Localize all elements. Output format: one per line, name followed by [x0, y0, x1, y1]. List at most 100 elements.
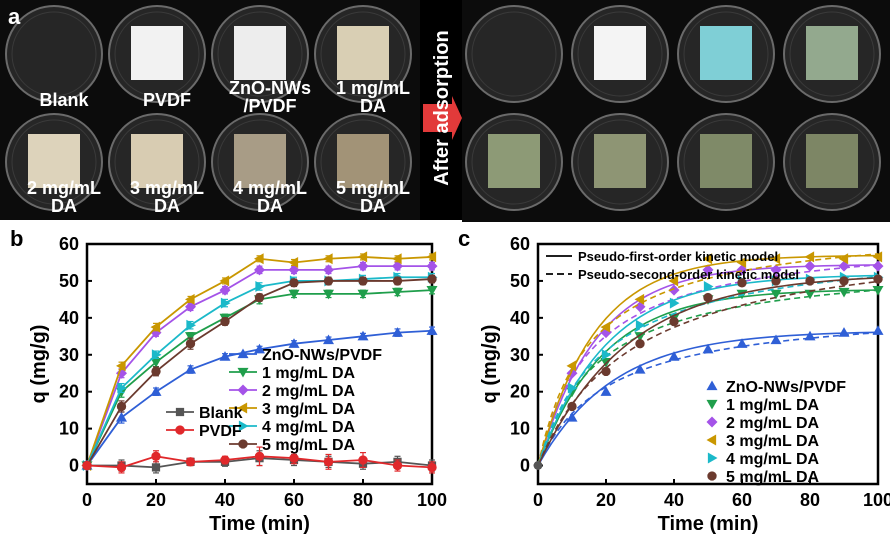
- chart-c-point: [668, 275, 679, 287]
- chart-b-legend-label: 3 mg/mL DA: [262, 401, 356, 418]
- chart-c-y-tick-label: 10: [510, 419, 530, 439]
- after-adsorption-label: After adsorption: [431, 30, 453, 186]
- chart-b-legend-marker: [237, 367, 249, 378]
- chart-c-point: [668, 351, 680, 361]
- chart-b-point: [289, 453, 299, 463]
- chart-c-point: [838, 287, 850, 298]
- chart-c-legend-marker: [706, 399, 718, 410]
- chart-c-point: [872, 260, 884, 272]
- chart-c: 0 20 40 60 80 100 0 10 20 30 40 50 60 Time (min) q (mg…: [458, 226, 890, 535]
- chart-b-legend-marker: [237, 384, 249, 396]
- before-sample-3-dish-rim: [217, 11, 303, 97]
- chart-c-x-tick-label: 0: [533, 490, 543, 510]
- before-sample-1-dish-rim: [11, 11, 97, 97]
- before-sample-4-membrane: [337, 26, 389, 80]
- chart-c-pfo-fit-line: [537, 264, 879, 466]
- chart-b-point: [219, 351, 231, 361]
- chart-b-point: [426, 325, 438, 335]
- chart-c-legend-label: 5 mg/mL DA: [726, 469, 820, 486]
- chart-b-point: [219, 284, 231, 296]
- chart-c-x-tick-label: 80: [800, 490, 820, 510]
- chart-b-point: [426, 286, 438, 296]
- sample-label-3: ZnO-NWs/PVDF: [229, 78, 311, 116]
- chart-c-x-tick-label: 20: [596, 490, 616, 510]
- chart-c-y-tick-label: 20: [510, 382, 530, 402]
- chart-b-point: [392, 253, 402, 265]
- chart-c-point: [702, 264, 714, 276]
- after-sample-2-dish-rim: [577, 11, 663, 97]
- chart-c-point: [736, 256, 747, 268]
- after-sample-1-dish: [465, 5, 563, 103]
- chart-c-point: [703, 292, 713, 303]
- chart-b-point: [185, 364, 196, 374]
- after-sample-8-dish-rim: [789, 119, 875, 205]
- chart-b-y-axis-label: q (mg/g): [28, 325, 50, 404]
- chart-b-point: [357, 330, 369, 341]
- chart-c-point: [566, 412, 578, 422]
- chart-b-legend-label: PVDF: [199, 423, 242, 440]
- chart-b-point: [219, 275, 230, 287]
- before-sample-2-membrane: [131, 26, 183, 80]
- chart-c-point: [872, 325, 884, 335]
- after-sample-3-membrane: [700, 26, 752, 80]
- chart-c-point: [566, 360, 577, 372]
- chart-c-point: [872, 251, 883, 263]
- sample-label-6: 3 mg/mL DA: [130, 178, 204, 216]
- chart-c-pfo-fit-line: [537, 277, 879, 466]
- chart-c-point: [702, 343, 714, 354]
- chart-b-series-line: [86, 289, 433, 466]
- before-sample-8-dish-rim: [320, 119, 406, 205]
- chart-b-point: [323, 334, 334, 345]
- before-sample-6-dish-rim: [114, 119, 200, 205]
- chart-b-point: [426, 251, 437, 263]
- chart-b-point: [151, 349, 162, 361]
- chart-c-point: [635, 339, 645, 349]
- chart-b-x-tick-label: 80: [353, 490, 373, 510]
- chart-c-series-1: [533, 325, 884, 470]
- after-sample-4-membrane: [806, 26, 858, 80]
- chart-c-y-tick-label: 60: [510, 234, 530, 254]
- chart-b-point: [358, 455, 368, 465]
- chart-c-point: [873, 274, 883, 284]
- chart-b-x-tick-label: 40: [215, 490, 235, 510]
- chart-c-line-legend-anchor: [540, 246, 544, 250]
- chart-b-point: [427, 274, 437, 284]
- chart-c-point: [838, 260, 850, 272]
- before-sample-3-membrane: [234, 26, 286, 80]
- sample-label-7: 4 mg/mL DA: [233, 178, 307, 216]
- chart-b-x-tick-label: 0: [82, 490, 92, 510]
- before-sample-6-membrane: [131, 134, 183, 188]
- chart-c-y-axis-label: q (mg/g): [479, 325, 501, 404]
- chart-b-point: [427, 462, 437, 473]
- chart-c-legend-label: 1 mg/mL DA: [726, 397, 820, 414]
- chart-c-point: [668, 284, 680, 296]
- chart-b-y-tick-label: 0: [69, 456, 79, 476]
- chart-b-point: [151, 463, 161, 472]
- after-sample-5-membrane: [488, 134, 540, 188]
- chart-b-legend-marker: [237, 348, 249, 359]
- chart-b-point: [185, 293, 195, 305]
- sample-label-5: 2 mg/mL DA: [27, 178, 101, 216]
- chart-b-point: [220, 297, 231, 309]
- chart-b-point: [116, 401, 127, 412]
- after-sample-6-membrane: [594, 134, 646, 188]
- chart-c-y-tick-label: 30: [510, 345, 530, 365]
- chart-b-point: [116, 412, 127, 422]
- chart-b-point: [323, 253, 333, 265]
- chart-b-point: [358, 276, 368, 286]
- before-sample-4-dish-rim: [320, 11, 406, 97]
- chart-b-y-tick-label: 10: [59, 419, 79, 439]
- chart-b-panel-letter: b: [10, 226, 23, 251]
- chart-c-point: [770, 264, 782, 276]
- after-sample-1-dish-rim: [471, 11, 557, 97]
- before-sample-8-membrane: [337, 134, 389, 188]
- chart-b-legend-label: 5 mg/mL DA: [262, 437, 356, 454]
- chart-c-series-2: [533, 286, 884, 470]
- chart-c-legend-marker: [706, 416, 718, 428]
- chart-b-point: [117, 382, 127, 394]
- chart-c-panel-letter: c: [458, 226, 470, 251]
- chart-c-point: [770, 253, 781, 265]
- chart-c-point: [634, 293, 645, 305]
- chart-b-x-tick-label: 100: [417, 490, 447, 510]
- chart-c-point: [838, 327, 850, 337]
